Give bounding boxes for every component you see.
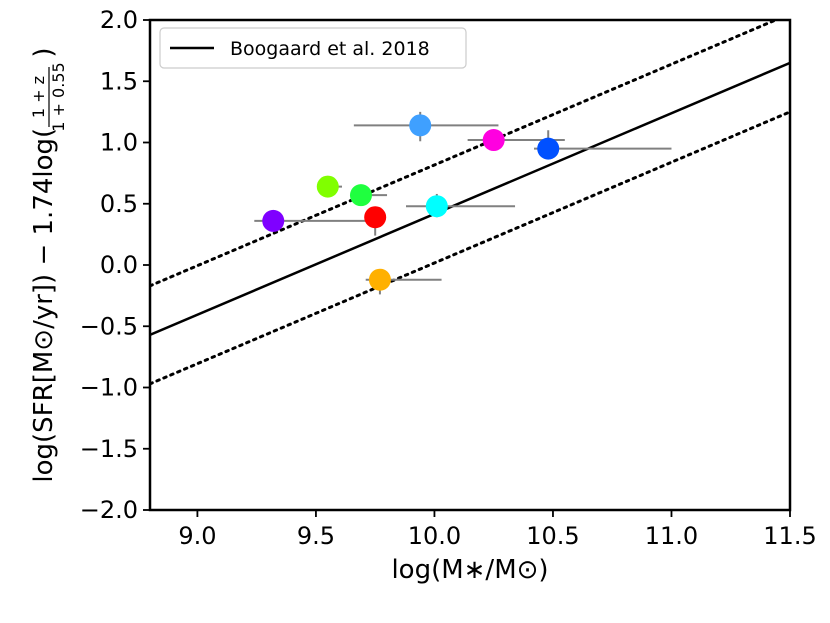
y-tick-label-0: −2.0 xyxy=(80,496,138,524)
x-tick-label-3: 10.5 xyxy=(526,522,579,550)
svg-text:log(SFR[M⊙/yr]) − 1.74log( ): log(SFR[M⊙/yr]) − 1.74log( ) xyxy=(29,47,59,482)
x-tick-label-2: 10.0 xyxy=(408,522,461,550)
x-axis-title: log(M∗/M⊙) xyxy=(391,555,548,585)
data-point-5 xyxy=(409,114,432,137)
plot-frame xyxy=(148,18,792,512)
data-point-4 xyxy=(368,268,391,291)
y-tick-label-6: 1.0 xyxy=(100,129,138,157)
legend: Boogaard et al. 2018 xyxy=(159,27,467,69)
solid-line xyxy=(150,61,790,336)
dotted-line-2 xyxy=(150,110,790,386)
fit-lines xyxy=(150,20,790,386)
y-tick-label-2: −1.0 xyxy=(80,374,138,402)
y-tick-label-1: −1.5 xyxy=(80,435,138,463)
data-point-8 xyxy=(537,137,560,160)
dotted-line-1 xyxy=(150,20,780,288)
y-axis-title-denominator: 1 + 0.55 xyxy=(49,62,68,131)
x-axis-ticks: 9.0 9.5 10.0 10.5 11.0 11.5 xyxy=(178,510,817,550)
data-point-7 xyxy=(482,129,505,152)
data-point-1 xyxy=(316,175,339,198)
y-tick-label-3: −0.5 xyxy=(80,312,138,340)
y-tick-label-4: 0.0 xyxy=(100,251,138,279)
x-tick-label-1: 9.5 xyxy=(297,522,335,550)
y-axis-title-numerator: 1 + z xyxy=(29,76,48,118)
x-tick-label-0: 9.0 xyxy=(178,522,216,550)
y-tick-label-5: 0.5 xyxy=(100,190,138,218)
legend-label: Boogaard et al. 2018 xyxy=(230,38,430,60)
data-point-2 xyxy=(349,184,372,207)
y-tick-label-7: 1.5 xyxy=(100,67,138,95)
x-tick-label-5: 11.5 xyxy=(763,522,816,550)
legend-box xyxy=(159,27,467,69)
data-point-0 xyxy=(262,209,285,232)
data-point-3 xyxy=(364,206,387,229)
x-tick-label-4: 11.0 xyxy=(645,522,698,550)
data-point-6 xyxy=(425,195,448,218)
y-axis-title-suffix: ) xyxy=(29,47,59,57)
y-axis-title-prefix: log(SFR[M⊙/yr]) − 1.74log( xyxy=(29,128,59,483)
y-tick-label-8: 2.0 xyxy=(100,6,138,34)
y-axis-ticks: −2.0 −1.5 −1.0 −0.5 0.0 0.5 1.0 1.5 2.0 xyxy=(80,6,150,524)
y-axis-title: log(SFR[M⊙/yr]) − 1.74log( ) 1 + z 1 + 0… xyxy=(29,47,68,482)
data-points xyxy=(262,114,560,291)
